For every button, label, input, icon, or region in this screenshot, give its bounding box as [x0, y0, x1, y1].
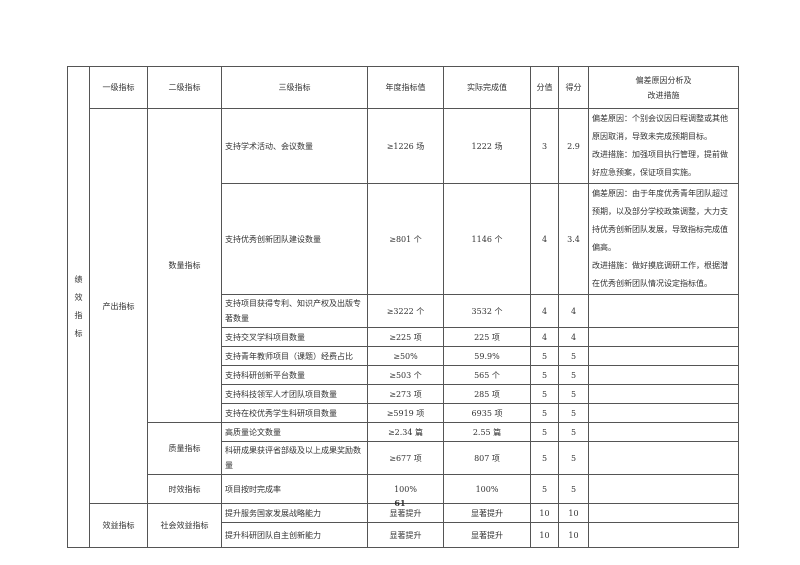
category-cell: 绩效指标: [67, 66, 90, 548]
deviation-analysis: [588, 384, 739, 404]
deviation-analysis: [588, 294, 739, 328]
header-level3: 三级指标: [221, 66, 368, 109]
actual-value: 1222 场: [443, 108, 531, 184]
weight-value: 4: [530, 327, 559, 347]
header-level2: 二级指标: [147, 66, 222, 109]
deviation-analysis: [588, 365, 739, 385]
category-label: 绩效指标: [74, 275, 83, 338]
indicator-name: 支持交叉学科项目数量: [221, 327, 368, 347]
actual-value: 807 项: [443, 441, 531, 475]
weight-value: 4: [530, 183, 559, 295]
weight-value: 3: [530, 108, 559, 184]
weight-value: 4: [530, 294, 559, 328]
indicator-name: 支持青年教师项目（课题）经费占比: [221, 346, 368, 366]
score-value: 10: [558, 522, 589, 548]
level2-quality: 质量指标: [147, 422, 222, 475]
score-value: 5: [558, 403, 589, 423]
deviation-analysis: [588, 522, 739, 548]
target-value: ≥1226 场: [367, 108, 444, 184]
indicator-name: 支持项目获得专利、知识产权及出版专著数量: [221, 294, 368, 328]
deviation-analysis: 偏差原因：由于年度优秀青年团队超过预期，以及部分学校政策调整，大力支持优秀创新团…: [588, 183, 739, 295]
table-row: 效益指标 社会效益指标 提升服务国家发展战略能力 显著提升 显著提升 10 10: [68, 503, 739, 548]
deviation-analysis: 偏差原因：个别会议因日程调整或其他原因取消，导致未完成预期目标。 改进措施：加强…: [588, 108, 739, 184]
table-row: 时效指标 项目按时完成率 100% 100% 5 5: [68, 474, 739, 504]
target-value: ≥801 个: [367, 183, 444, 295]
performance-indicator-table: 绩效指标 一级指标 二级指标 三级指标 年度指标值 实际完成值 分值 得分 偏差…: [67, 66, 739, 548]
indicator-name: 高质量论文数量: [221, 422, 368, 442]
level1-benefit: 效益指标: [89, 503, 148, 548]
level1-output: 产出指标: [89, 108, 148, 504]
actual-value: 6935 项: [443, 403, 531, 423]
target-value: ≥3222 个: [367, 294, 444, 328]
indicator-name: 支持在校优秀学生科研项目数量: [221, 403, 368, 423]
deviation-analysis: [588, 474, 739, 504]
page-number: 61: [394, 498, 406, 508]
weight-value: 5: [530, 422, 559, 442]
actual-value: 2.55 篇: [443, 422, 531, 442]
target-value: ≥5919 项: [367, 403, 444, 423]
target-value: ≥503 个: [367, 365, 444, 385]
actual-value: 565 个: [443, 365, 531, 385]
score-value: 2.9: [558, 108, 589, 184]
actual-value: 3532 个: [443, 294, 531, 328]
weight-value: 5: [530, 474, 559, 504]
score-value: 5: [558, 346, 589, 366]
score-value: 5: [558, 365, 589, 385]
weight-value: 5: [530, 346, 559, 366]
table-row: 支持交叉学科项目数量 ≥225 项 225 项 4 4: [68, 327, 739, 347]
actual-value: 285 项: [443, 384, 531, 404]
score-value: 5: [558, 441, 589, 475]
header-weight: 分值: [530, 66, 559, 109]
actual-value: 1146 个: [443, 183, 531, 295]
table-row: 科研成果获评省部级及以上成果奖励数量 ≥677 项 807 项 5 5: [68, 441, 739, 475]
target-value: ≥225 项: [367, 327, 444, 347]
target-value: ≥677 项: [367, 441, 444, 475]
header-level1: 一级指标: [89, 66, 148, 109]
table-row: 质量指标 高质量论文数量 ≥2.34 篇 2.55 篇 5 5: [68, 422, 739, 475]
table-row: 产出指标 数量指标 支持学术活动、会议数量 ≥1226 场 1222 场 3 2.9…: [68, 108, 739, 504]
header-score: 得分: [558, 66, 589, 109]
score-value: 3.4: [558, 183, 589, 295]
deviation-analysis: [588, 441, 739, 475]
header-actual: 实际完成值: [443, 66, 531, 109]
table-row: 支持科研创新平台数量 ≥503 个 565 个 5 5: [68, 365, 739, 385]
deviation-analysis: [588, 346, 739, 366]
actual-value: 59.9%: [443, 346, 531, 366]
header-deviation: 偏差原因分析及 改进措施: [588, 66, 739, 109]
indicator-name: 支持科技领军人才团队项目数量: [221, 384, 368, 404]
table-row: 提升科研团队自主创新能力 显著提升 显著提升 10 10: [68, 522, 739, 548]
weight-value: 5: [530, 441, 559, 475]
header-target: 年度指标值: [367, 66, 444, 109]
level2-social: 社会效益指标: [147, 503, 222, 548]
level2-timeliness: 时效指标: [147, 474, 222, 504]
weight-value: 10: [530, 522, 559, 548]
header-row: 绩效指标 一级指标 二级指标 三级指标 年度指标值 实际完成值 分值 得分 偏差…: [67, 66, 739, 548]
score-value: 5: [558, 422, 589, 442]
indicator-name: 支持优秀创新团队建设数量: [221, 183, 368, 295]
target-value: ≥273 项: [367, 384, 444, 404]
weight-value: 5: [530, 384, 559, 404]
target-value: 显著提升: [367, 522, 444, 548]
level2-quantity: 数量指标: [147, 108, 222, 423]
table-row: 支持科技领军人才团队项目数量 ≥273 项 285 项 5 5: [68, 384, 739, 404]
deviation-analysis: [588, 327, 739, 347]
score-value: 4: [558, 327, 589, 347]
table-row: 支持优秀创新团队建设数量 ≥801 个 1146 个 4 3.4 偏差原因：由于…: [68, 183, 739, 295]
indicator-name: 支持科研创新平台数量: [221, 365, 368, 385]
weight-value: 5: [530, 365, 559, 385]
deviation-analysis: [588, 422, 739, 442]
target-value: ≥50%: [367, 346, 444, 366]
score-value: 5: [558, 384, 589, 404]
score-value: 4: [558, 294, 589, 328]
actual-value: 显著提升: [443, 522, 531, 548]
weight-value: 5: [530, 403, 559, 423]
target-value: 100%: [367, 474, 444, 504]
indicator-name: 科研成果获评省部级及以上成果奖励数量: [221, 441, 368, 475]
table-row: 支持在校优秀学生科研项目数量 ≥5919 项 6935 项 5 5: [68, 403, 739, 423]
actual-value: 225 项: [443, 327, 531, 347]
indicator-name: 支持学术活动、会议数量: [221, 108, 368, 184]
target-value: ≥2.34 篇: [367, 422, 444, 442]
deviation-analysis: [588, 403, 739, 423]
indicator-name: 提升科研团队自主创新能力: [221, 522, 368, 548]
